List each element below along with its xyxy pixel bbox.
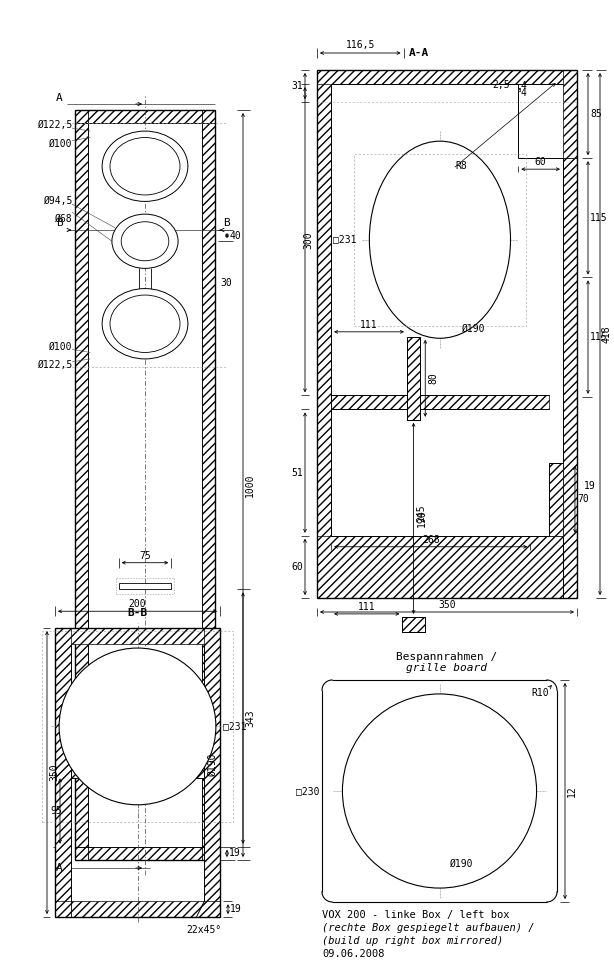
Bar [204,628,220,917]
Bar [331,395,549,410]
Text: Ø68: Ø68 [55,214,72,224]
Text: 190: 190 [416,510,427,527]
Ellipse shape [110,295,180,353]
Bar [317,536,577,598]
Text: 12: 12 [567,785,577,797]
Text: B: B [56,218,63,228]
Text: 31: 31 [291,81,303,91]
Bar [42,631,233,821]
Text: VOX 200 - linke Box / left box: VOX 200 - linke Box / left box [322,910,510,920]
Bar [71,769,204,777]
Text: grille board: grille board [406,663,488,673]
Bar [317,70,331,598]
Bar [75,110,215,860]
Text: □231: □231 [333,235,357,245]
Text: 115: 115 [590,332,608,342]
Text: 19: 19 [230,905,242,914]
Text: 2,5: 2,5 [492,80,510,90]
Bar [549,464,563,536]
Text: A: A [56,863,63,873]
Text: B: B [223,218,230,228]
Text: 116,5: 116,5 [346,40,375,50]
Bar [55,628,71,917]
Ellipse shape [370,141,510,338]
Ellipse shape [102,288,188,359]
Bar [55,628,220,917]
Ellipse shape [343,694,537,888]
Bar [75,847,215,860]
Bar [317,70,577,598]
Bar [402,616,425,632]
Text: □231: □231 [223,721,246,731]
Text: Ø94,5: Ø94,5 [42,196,72,206]
Text: 300: 300 [303,231,313,249]
Bar [75,110,215,123]
Text: 115: 115 [590,213,608,222]
Text: B-B: B-B [127,609,147,618]
Text: 22x45°: 22x45° [187,925,222,935]
Text: 4: 4 [520,88,526,98]
Text: Ø122,5: Ø122,5 [37,360,72,369]
Bar [563,70,577,158]
FancyBboxPatch shape [322,680,557,902]
Text: 350: 350 [438,600,456,610]
Ellipse shape [110,137,180,195]
Text: Ø100: Ø100 [49,341,72,352]
Text: Ø100: Ø100 [49,138,72,149]
Bar [202,110,215,860]
Text: Ø122,5: Ø122,5 [37,121,72,130]
Text: 60: 60 [535,157,546,168]
Bar [317,70,577,84]
Text: 418: 418 [602,325,612,343]
Text: 268: 268 [422,535,440,545]
Ellipse shape [121,221,169,261]
Ellipse shape [59,648,216,805]
Text: 200: 200 [129,599,146,610]
Text: R10: R10 [531,688,549,698]
Text: A-A: A-A [408,48,429,58]
Ellipse shape [102,131,188,202]
Bar [518,88,520,91]
Text: (rechte Box gespiegelt aufbauen) /: (rechte Box gespiegelt aufbauen) / [322,923,535,933]
Text: 75: 75 [139,551,151,561]
Text: 111: 111 [358,602,376,612]
Bar [563,158,577,598]
Text: 111: 111 [360,319,378,330]
Text: 85: 85 [590,109,602,120]
Text: 245: 245 [416,505,427,522]
Text: 70: 70 [577,495,589,505]
Text: 51: 51 [291,467,303,477]
Text: (build up right box mirrored): (build up right box mirrored) [322,936,503,946]
Text: 1000: 1000 [245,473,255,497]
Text: 95: 95 [50,807,62,816]
Text: 30: 30 [220,277,231,287]
Text: 343: 343 [245,710,255,727]
Text: Bespannrahmen /: Bespannrahmen / [397,652,497,662]
Text: 80: 80 [428,372,438,384]
Text: 19: 19 [229,849,241,858]
Bar [119,583,171,589]
Text: A: A [56,93,63,103]
Text: 60: 60 [291,562,303,572]
Text: 19: 19 [584,481,596,491]
Text: 350: 350 [49,763,59,781]
Bar [354,154,526,325]
Text: Ø190: Ø190 [208,754,217,777]
Ellipse shape [112,214,178,269]
Text: 4: 4 [520,81,526,91]
Text: Ø190: Ø190 [461,323,484,333]
Text: R8: R8 [455,161,467,171]
Text: □230: □230 [295,786,319,796]
Bar [55,628,220,644]
Text: 09.06.2008: 09.06.2008 [322,949,384,959]
Bar [55,902,220,917]
Text: 40: 40 [229,230,241,241]
Text: Ø190: Ø190 [449,858,473,869]
Bar [407,337,420,419]
Bar [75,110,88,860]
Bar [71,704,204,711]
